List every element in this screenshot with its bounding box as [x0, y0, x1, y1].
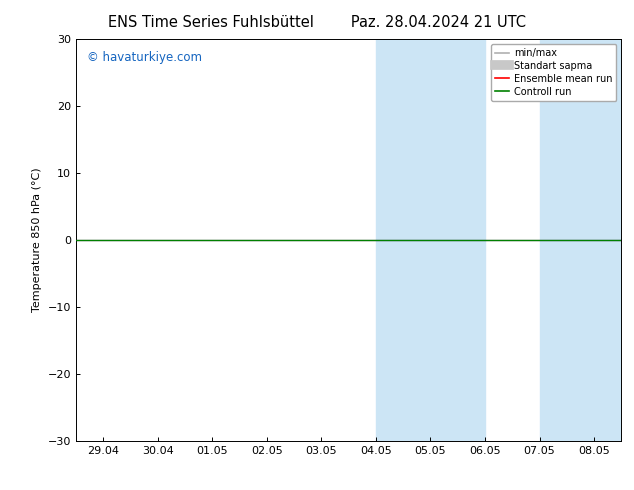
Bar — [540, 39, 621, 441]
Text: ENS Time Series Fuhlsbüttel        Paz. 28.04.2024 21 UTC: ENS Time Series Fuhlsbüttel Paz. 28.04.2… — [108, 15, 526, 30]
Legend: min/max, Standart sapma, Ensemble mean run, Controll run: min/max, Standart sapma, Ensemble mean r… — [491, 44, 616, 100]
Bar — [376, 39, 485, 441]
Y-axis label: Temperature 850 hPa (°C): Temperature 850 hPa (°C) — [32, 168, 42, 313]
Text: © havaturkiye.com: © havaturkiye.com — [87, 51, 202, 64]
